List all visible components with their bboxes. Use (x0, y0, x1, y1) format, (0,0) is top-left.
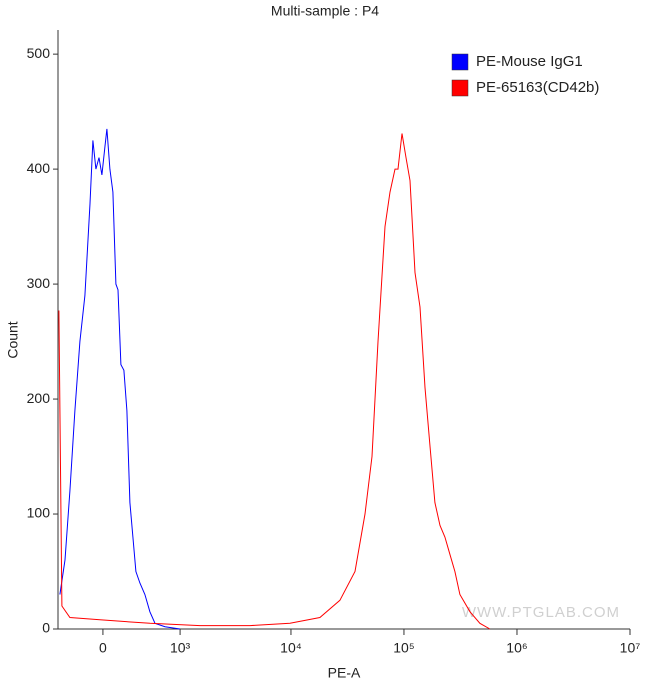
legend-swatch (451, 53, 469, 71)
legend-label: PE-65163(CD42b) (476, 79, 599, 96)
histogram-line (58, 133, 491, 630)
y-tick-label: 300 (27, 275, 51, 291)
legend-swatch (451, 79, 469, 97)
x-tick-label: 10⁵ (393, 640, 414, 656)
x-tick-label: 10³ (170, 640, 191, 656)
x-tick-label: 10⁷ (620, 640, 641, 656)
x-tick-label: 10⁶ (506, 640, 527, 656)
histogram-line (59, 128, 181, 630)
y-axis-label: Count (5, 321, 21, 358)
y-tick-label: 0 (42, 620, 50, 636)
x-tick-label: 10⁴ (280, 640, 302, 656)
x-axis-label: PE-A (328, 665, 361, 681)
y-tick-label: 500 (27, 45, 51, 61)
watermark: WWW.PTGLAB.COM (462, 604, 620, 621)
y-tick-label: 100 (27, 505, 51, 521)
y-tick-label: 400 (27, 160, 51, 176)
chart-title: Multi-sample : P4 (271, 3, 379, 19)
legend-label: PE-Mouse IgG1 (476, 53, 583, 70)
x-tick-label: 0 (99, 640, 107, 656)
y-tick-label: 200 (27, 390, 51, 406)
